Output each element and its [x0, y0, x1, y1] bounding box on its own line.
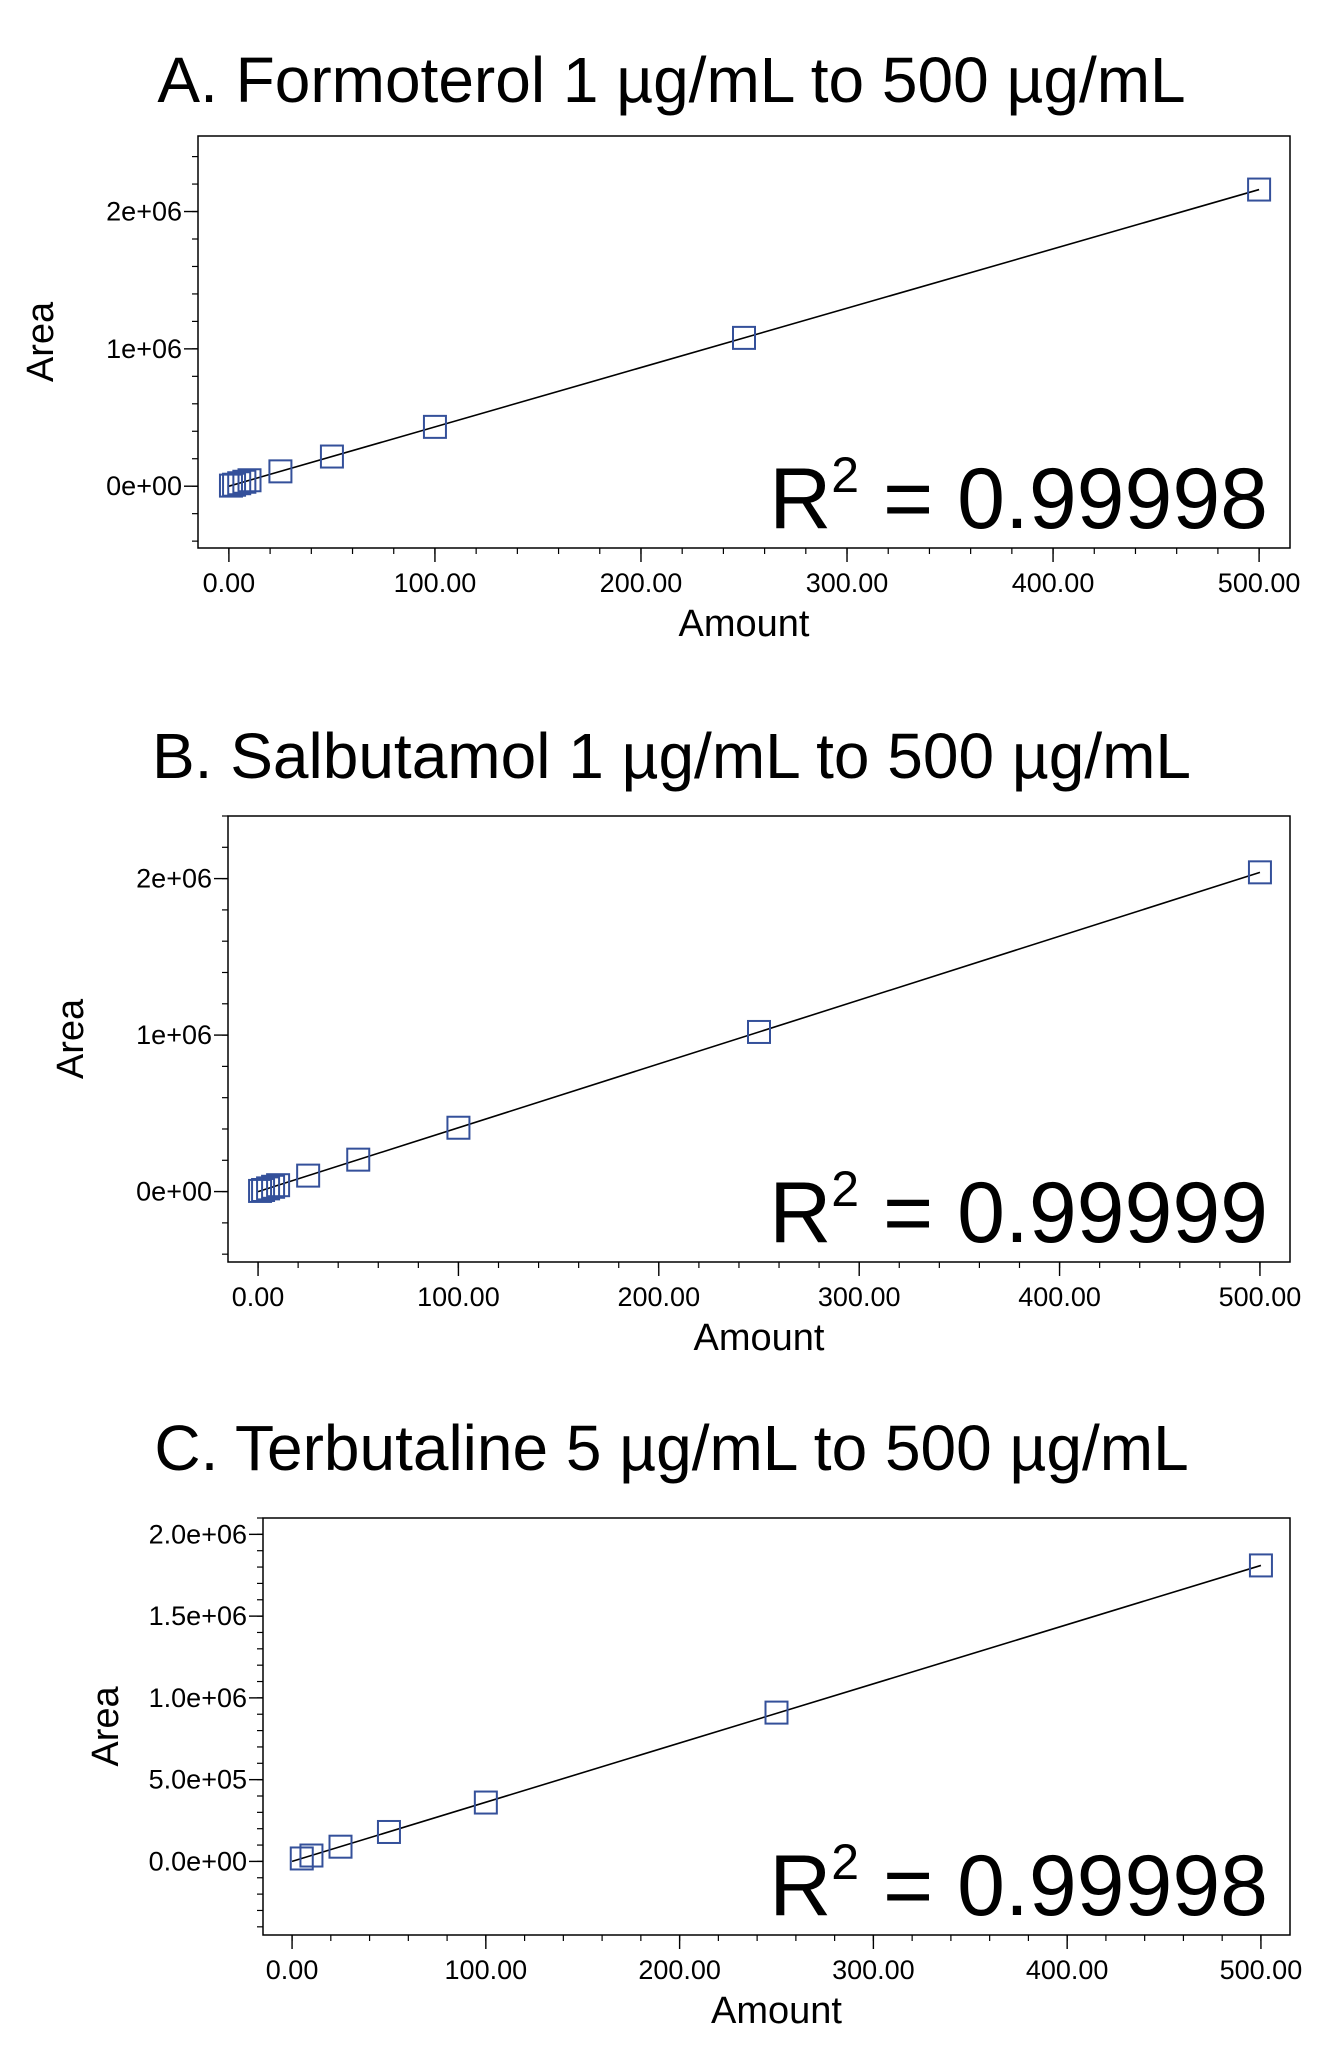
chart-title: A. Formoterol 1 µg/mL to 500 µg/mL — [157, 44, 1186, 116]
y-tick-label: 0e+00 — [106, 471, 182, 501]
data-point — [346, 1147, 371, 1172]
data-point — [764, 1700, 789, 1725]
y-tick-label: 5.0e+05 — [149, 1765, 247, 1795]
y-tick-label: 2e+06 — [136, 864, 212, 894]
x-tick-label: 100.00 — [394, 568, 477, 598]
y-tick-label: 0.0e+00 — [149, 1846, 247, 1876]
y-tick-label: 1.0e+06 — [149, 1683, 247, 1713]
data-point — [319, 444, 344, 469]
data-point — [237, 468, 262, 493]
data-point — [1248, 1553, 1273, 1578]
x-tick-label: 100.00 — [445, 1955, 528, 1985]
data-point — [232, 469, 257, 494]
r-squared-annotation: R2 = 0.99998 — [769, 447, 1268, 547]
x-axis-label: Amount — [694, 1317, 825, 1359]
x-tick-label: 300.00 — [832, 1955, 915, 1985]
y-axis-label: Area — [85, 1686, 127, 1767]
x-tick-label: 500.00 — [1218, 568, 1301, 598]
data-point — [376, 1819, 401, 1844]
x-tick-label: 500.00 — [1220, 1955, 1303, 1985]
x-tick-label: 100.00 — [417, 1282, 500, 1312]
x-tick-label: 200.00 — [600, 568, 683, 598]
data-point — [266, 1173, 291, 1198]
y-tick-label: 0e+00 — [136, 1177, 212, 1207]
data-point — [268, 459, 293, 484]
plot-frame — [227, 815, 1291, 1263]
y-axis-label: Area — [50, 998, 92, 1079]
x-axis-label: Amount — [679, 603, 810, 645]
x-tick-label: 300.00 — [806, 568, 889, 598]
y-tick-label: 2e+06 — [106, 197, 182, 227]
x-axis-label: Amount — [711, 1990, 842, 2032]
fit-line — [257, 871, 1261, 1193]
plot-frame — [262, 1517, 1291, 1936]
data-point — [328, 1834, 353, 1859]
data-point — [1247, 177, 1272, 202]
x-tick-label: 400.00 — [1012, 568, 1095, 598]
data-point — [747, 1019, 771, 1044]
chart-title: C. Terbutaline 5 µg/mL to 500 µg/mL — [154, 1412, 1189, 1484]
chart-b: 0e+00 1e+06 2e+06 0.00 100.00 200.00 300.00 400… — [50, 815, 1302, 1359]
data-point — [422, 414, 447, 439]
data-point — [261, 1174, 286, 1199]
y-tick-label: 1e+06 — [106, 334, 182, 364]
y-tick-label: 1e+06 — [136, 1020, 212, 1050]
y-tick-label: 2.0e+06 — [149, 1519, 247, 1549]
x-tick-label: 0.00 — [203, 568, 256, 598]
x-tick-label: 200.00 — [618, 1282, 701, 1312]
plot-frame — [197, 135, 1291, 549]
x-tick-label: 400.00 — [1018, 1282, 1101, 1312]
data-point — [732, 325, 756, 350]
x-tick-label: 0.00 — [232, 1282, 285, 1312]
x-tick-label: 0.00 — [266, 1955, 319, 1985]
x-tick-label: 500.00 — [1219, 1282, 1302, 1312]
data-point — [296, 1163, 321, 1188]
fit-line — [228, 188, 1260, 487]
fit-line — [291, 1564, 1262, 1863]
r-squared-annotation: R2 = 0.99999 — [769, 1161, 1268, 1261]
y-axis-label: Area — [20, 301, 62, 382]
data-point — [289, 1846, 314, 1871]
x-tick-label: 200.00 — [638, 1955, 721, 1985]
data-point — [1247, 860, 1272, 885]
x-tick-label: 400.00 — [1026, 1955, 1109, 1985]
r-squared-annotation: R2 = 0.99998 — [769, 1834, 1268, 1934]
chart-title: B. Salbutamol 1 µg/mL to 500 µg/mL — [151, 720, 1192, 792]
chart-a: 0e+00 1e+06 2e+06 0.00 100.00 200.00 300.00 400… — [20, 135, 1301, 645]
data-point — [473, 1790, 498, 1815]
chart-c: 0.0e+00 5.0e+05 1.0e+06 1.5e+06 2.0e+06 0.00 1… — [85, 1517, 1303, 2032]
x-tick-label: 300.00 — [818, 1282, 901, 1312]
data-point — [446, 1115, 471, 1140]
y-tick-label: 1.5e+06 — [149, 1601, 247, 1631]
data-point — [299, 1843, 324, 1868]
